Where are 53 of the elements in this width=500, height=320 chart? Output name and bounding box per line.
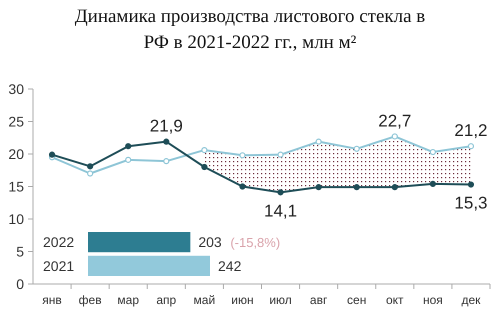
- point: [87, 170, 94, 177]
- data-label: 21,2: [454, 121, 488, 140]
- point: [430, 148, 436, 156]
- data-label: 15,3: [454, 194, 488, 213]
- x-tick-label: июн: [231, 293, 254, 307]
- point: [125, 156, 132, 163]
- data-label: 242: [218, 258, 242, 274]
- data-label: 14,1: [264, 201, 298, 220]
- y-tick-label: 10: [8, 211, 24, 227]
- x-tick-label: фев: [78, 293, 102, 307]
- point: [239, 152, 246, 158]
- point: [354, 146, 360, 152]
- chart-title: Динамика производства листового стекла в РФ в 2021-2022 гг., млн м²: [74, 6, 426, 53]
- point: [163, 158, 170, 164]
- data-label: 22,7: [378, 111, 412, 130]
- y-tick-label: 2022: [43, 234, 74, 250]
- point: [48, 152, 56, 158]
- y-tick-label: 2021: [43, 258, 74, 274]
- point: [277, 189, 284, 196]
- point: [201, 164, 208, 170]
- x-tick-label: апр: [156, 293, 177, 307]
- point: [163, 138, 170, 145]
- point: [201, 147, 208, 154]
- x-tick-label: май: [194, 293, 216, 307]
- x-tick-label: янв: [42, 293, 62, 307]
- y-tick-label: 30: [8, 81, 24, 97]
- x-tick-label: ноя: [422, 293, 443, 307]
- x-tick-label: мар: [117, 293, 140, 307]
- data-label: 203: [198, 234, 222, 250]
- point: [239, 183, 246, 190]
- point: [468, 143, 474, 150]
- x-tick-label: окт: [386, 293, 404, 307]
- x-tick-label: сен: [347, 293, 366, 307]
- point: [392, 184, 398, 190]
- point: [430, 180, 436, 187]
- y-tick-label: 0: [16, 276, 24, 292]
- x-tick-label: июл: [269, 293, 292, 307]
- y-tick-label: 5: [16, 244, 24, 260]
- x-tick-label: авг: [310, 293, 328, 307]
- data-label: 21,9: [150, 116, 183, 136]
- y-tick-label: 15: [8, 178, 24, 194]
- point: [125, 143, 132, 150]
- point: [87, 163, 94, 170]
- point: [277, 152, 284, 158]
- point: [468, 181, 474, 188]
- point: [392, 133, 398, 140]
- point: [316, 138, 322, 145]
- point: [354, 184, 360, 190]
- point: [316, 184, 322, 190]
- y-tick-label: 20: [8, 146, 24, 162]
- x-tick-label: дек: [461, 293, 482, 307]
- y-tick-label: 25: [8, 114, 24, 130]
- annotation: (-15,8%): [230, 235, 280, 250]
